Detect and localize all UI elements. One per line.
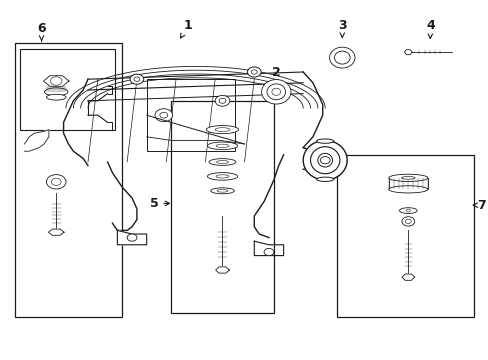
Polygon shape: [117, 230, 146, 245]
Circle shape: [134, 77, 140, 81]
Ellipse shape: [316, 139, 333, 143]
Ellipse shape: [206, 126, 238, 134]
Bar: [337, 155, 473, 317]
Text: 2: 2: [271, 66, 280, 85]
Ellipse shape: [310, 147, 339, 174]
Ellipse shape: [271, 88, 280, 95]
Polygon shape: [401, 274, 414, 280]
Ellipse shape: [388, 186, 427, 193]
Circle shape: [160, 112, 167, 118]
Ellipse shape: [207, 173, 237, 180]
Circle shape: [155, 109, 172, 122]
Circle shape: [46, 175, 66, 189]
Circle shape: [50, 77, 62, 85]
Ellipse shape: [334, 51, 349, 64]
Ellipse shape: [388, 174, 427, 181]
Bar: [20, 49, 115, 130]
Polygon shape: [404, 50, 411, 55]
Polygon shape: [24, 130, 49, 151]
Text: 6: 6: [37, 22, 46, 41]
Ellipse shape: [210, 188, 234, 194]
Ellipse shape: [46, 94, 66, 100]
Ellipse shape: [216, 175, 228, 178]
Circle shape: [247, 67, 261, 77]
Circle shape: [264, 248, 273, 256]
Circle shape: [401, 217, 414, 226]
Ellipse shape: [215, 128, 229, 131]
Circle shape: [215, 95, 229, 106]
Text: 3: 3: [337, 19, 346, 38]
Bar: [388, 178, 427, 189]
Circle shape: [51, 178, 61, 185]
Ellipse shape: [216, 161, 228, 163]
Text: 7: 7: [472, 199, 485, 212]
Text: 1: 1: [180, 19, 192, 38]
Circle shape: [127, 234, 137, 241]
Text: 5: 5: [149, 197, 169, 210]
Polygon shape: [48, 229, 64, 235]
Circle shape: [219, 98, 225, 103]
Bar: [171, 101, 273, 313]
Ellipse shape: [303, 140, 346, 180]
Bar: [15, 43, 122, 317]
Ellipse shape: [209, 159, 235, 165]
Ellipse shape: [266, 84, 285, 100]
Polygon shape: [215, 267, 229, 273]
Circle shape: [130, 74, 143, 84]
Ellipse shape: [316, 177, 333, 181]
Ellipse shape: [401, 176, 414, 179]
Ellipse shape: [207, 142, 237, 150]
Circle shape: [405, 219, 410, 224]
Ellipse shape: [44, 88, 68, 96]
Ellipse shape: [261, 80, 290, 104]
Ellipse shape: [217, 189, 227, 192]
Ellipse shape: [216, 144, 228, 148]
Circle shape: [406, 209, 409, 212]
Bar: [146, 79, 234, 151]
Ellipse shape: [329, 47, 354, 68]
Polygon shape: [254, 241, 283, 256]
Ellipse shape: [399, 208, 416, 213]
Circle shape: [320, 157, 329, 164]
Ellipse shape: [317, 153, 332, 167]
Text: 4: 4: [425, 19, 434, 39]
Circle shape: [251, 70, 257, 74]
